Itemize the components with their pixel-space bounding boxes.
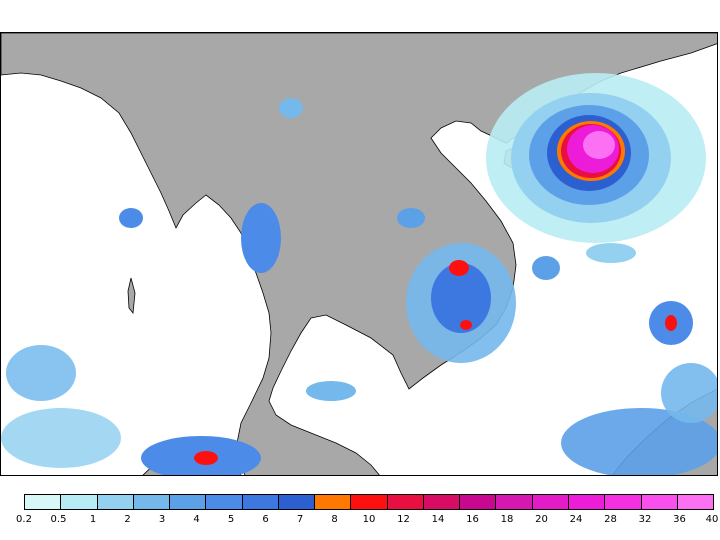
rain-area — [460, 320, 472, 330]
legend-tick-label: 2 — [124, 514, 131, 525]
legend-tick-label: 28 — [604, 514, 617, 525]
legend-tick-label: 18 — [500, 514, 514, 525]
legend-swatch — [568, 495, 606, 509]
legend-swatch — [423, 495, 461, 509]
legend-swatch — [242, 495, 279, 509]
rain-area — [586, 243, 636, 263]
legend-tick-label: 5 — [227, 514, 235, 525]
legend-swatch — [61, 495, 98, 509]
legend-swatch — [133, 495, 171, 509]
rain-area — [194, 451, 218, 465]
legend-tick-label: 32 — [638, 514, 652, 525]
legend-swatch — [532, 495, 569, 509]
rain-area — [119, 208, 143, 228]
legend-swatch — [605, 495, 642, 509]
legend-swatch — [97, 495, 134, 509]
legend-tick-label: 14 — [431, 514, 445, 525]
rainfall-layer — [1, 73, 717, 475]
rainfall-map — [0, 32, 718, 476]
legend-tick-label: 40 — [705, 514, 719, 525]
legend-tick-label: 16 — [466, 514, 479, 525]
legend-swatch — [278, 495, 316, 509]
legend-swatch — [25, 495, 62, 509]
legend-swatch — [387, 495, 424, 509]
legend-colorbar — [24, 494, 714, 510]
legend-tick-label: 0.2 — [16, 514, 32, 525]
legend-tick-label: 3 — [158, 514, 166, 525]
legend-tick-label: 1 — [89, 514, 97, 525]
rain-area — [1, 408, 121, 468]
legend-tick-label: 20 — [535, 514, 548, 525]
legend-tick-label: 6 — [262, 514, 269, 525]
legend-swatch — [460, 495, 497, 509]
rain-area — [431, 263, 491, 333]
legend-tick-label: 24 — [569, 514, 583, 525]
land-andaman-island — [127, 277, 136, 315]
legend-tick-label: 36 — [673, 514, 686, 525]
legend-tick-label: 12 — [397, 514, 410, 525]
rain-area — [661, 363, 717, 423]
legend-tick-label: 4 — [193, 514, 200, 525]
legend-tick-label: 0.5 — [50, 514, 67, 525]
legend-swatch — [351, 495, 388, 509]
rain-area — [583, 131, 615, 159]
legend-swatch — [641, 495, 678, 509]
rain-area — [561, 408, 717, 475]
map-canvas — [1, 33, 717, 475]
legend-swatch — [206, 495, 243, 509]
legend-tick-labels: 0.2 0.5 1 2 3 4 5 6 7 8 10 12 14 16 18 20 24 28 32 36 40 — [0, 514, 720, 528]
rain-area — [6, 345, 76, 401]
legend-swatch — [170, 495, 207, 509]
legend-tick-label: 8 — [331, 514, 338, 525]
rain-area — [532, 256, 560, 280]
rain-area — [449, 260, 469, 276]
rain-area — [279, 98, 303, 118]
legend-swatch — [677, 495, 714, 509]
rain-area — [665, 315, 677, 331]
legend-tick-label: 7 — [296, 514, 304, 525]
legend-swatch — [315, 495, 352, 509]
land-mainland — [1, 33, 717, 475]
rain-area — [397, 208, 425, 228]
legend-tick-label: 10 — [362, 514, 376, 525]
rain-area — [306, 381, 356, 401]
legend-swatch — [496, 495, 533, 509]
rain-area — [241, 203, 281, 273]
